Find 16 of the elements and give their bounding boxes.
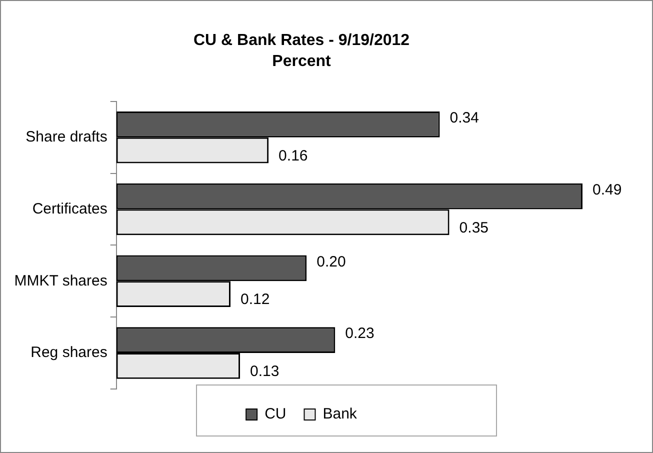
y-tick-label: Reg shares — [30, 344, 108, 362]
chart-title: CU & Bank Rates - 9/19/2012 — [193, 32, 410, 50]
data-label: 0.23 — [345, 325, 374, 342]
y-tick-label: MMKT shares — [14, 272, 108, 290]
legend-label: Bank — [322, 406, 358, 423]
data-label: 0.34 — [450, 110, 479, 127]
data-label: 0.49 — [592, 181, 622, 198]
data-label: 0.35 — [459, 219, 489, 236]
y-tick-label: Certificates — [32, 200, 108, 218]
data-label: 0.16 — [278, 147, 308, 164]
data-label: 0.13 — [250, 363, 280, 380]
data-label: 0.12 — [240, 291, 270, 308]
chart-subtitle: Percent — [272, 53, 332, 70]
y-tick-label: Share drafts — [26, 128, 108, 146]
data-label: 0.20 — [316, 253, 346, 270]
legend-label: CU — [264, 406, 286, 423]
